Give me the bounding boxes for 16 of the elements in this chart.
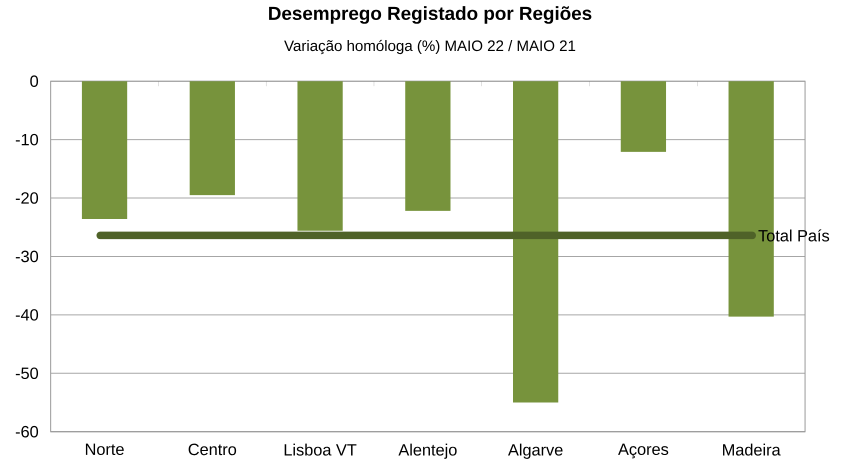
y-tick-label: -60	[16, 426, 38, 438]
x-tick-label: Lisboa VT	[284, 444, 356, 456]
y-tick-label: -20	[16, 192, 38, 204]
x-tick-label: Norte	[86, 444, 124, 456]
y-tick-label: -50	[16, 367, 38, 380]
x-tick-label: Madeira	[723, 444, 781, 456]
y-tick-label: -40	[16, 309, 38, 321]
x-tick-label: Açores	[618, 444, 668, 458]
y-tick-label: 0	[30, 75, 38, 87]
x-tick-label: Centro	[188, 444, 236, 456]
x-tick-label: Algarve	[508, 444, 563, 459]
x-tick-label: Alentejo	[398, 444, 457, 459]
y-tick-label: -10	[16, 134, 38, 146]
chart-title: Desemprego Registado por Regiões	[269, 6, 592, 24]
y-tick-label: -30	[16, 250, 38, 262]
chart-subtitle: Variação homóloga (%) MAIO 22 / MAIO 21	[284, 40, 576, 54]
